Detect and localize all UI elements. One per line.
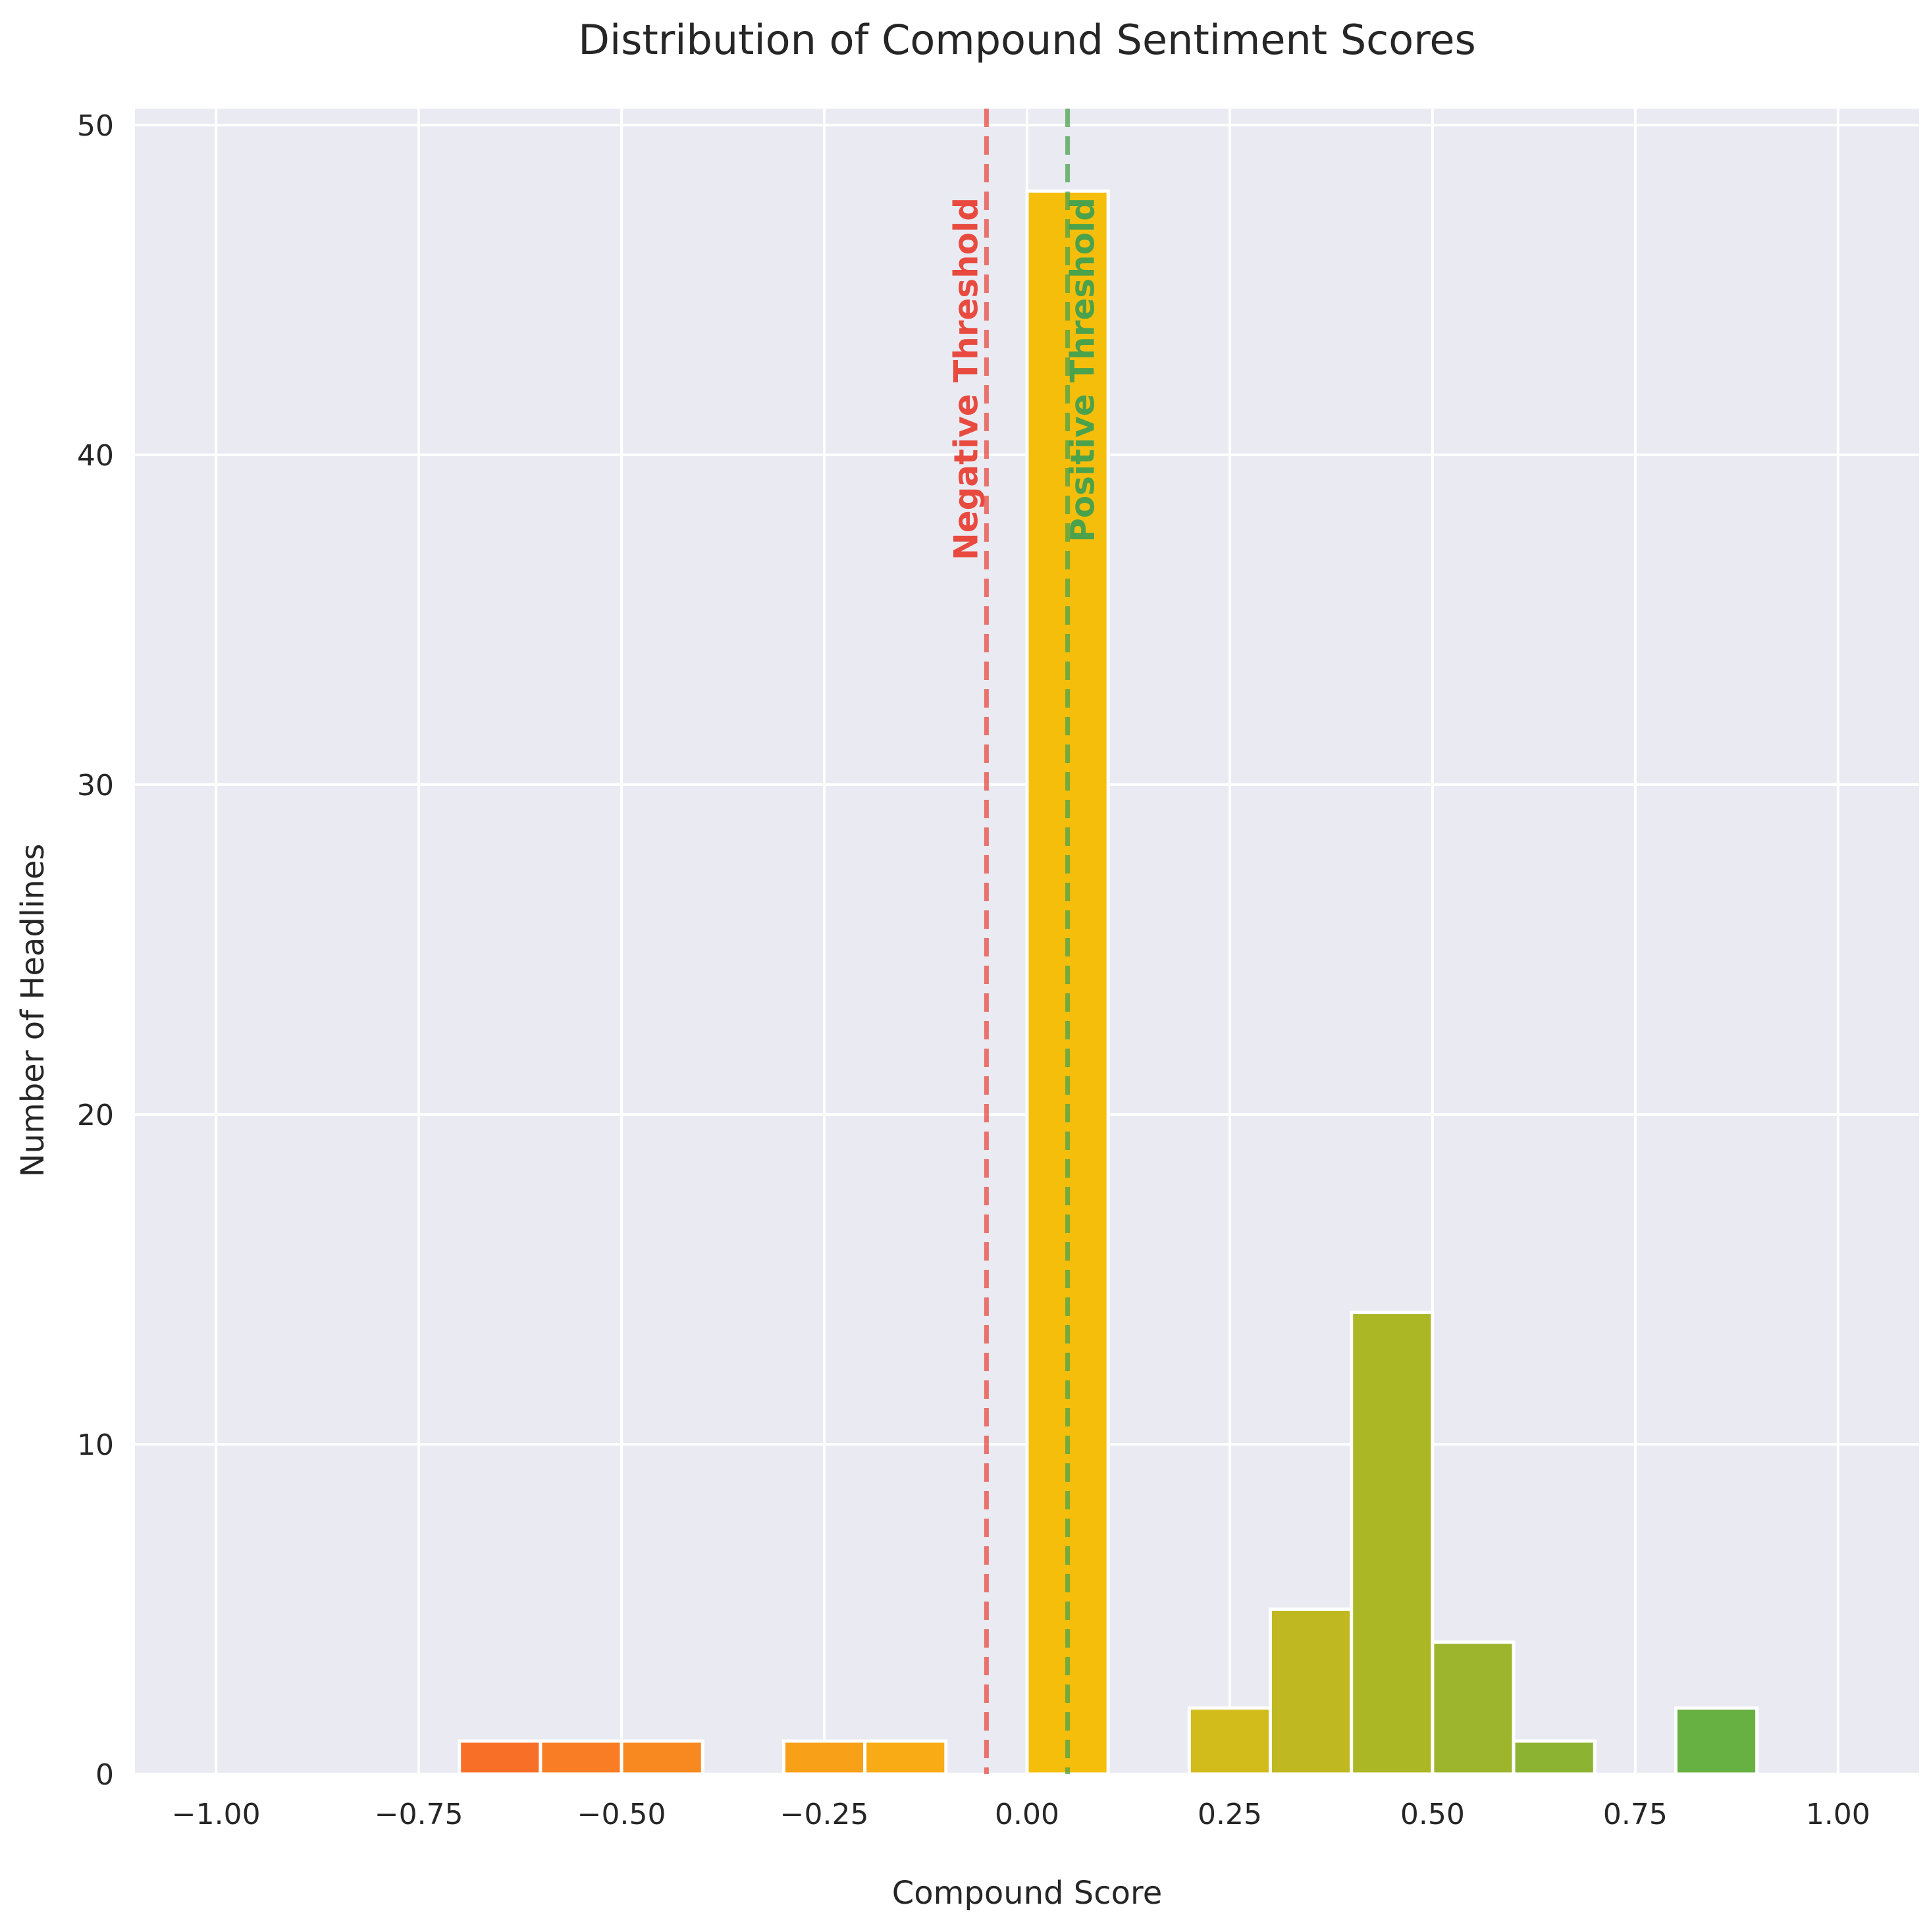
y-tick-label: 50 [77,109,114,143]
x-tick-label: 1.00 [1806,1798,1870,1831]
x-tick-label: −0.75 [375,1798,463,1831]
histogram-bar [1350,1311,1435,1776]
histogram-bar [1187,1706,1273,1776]
x-tick-label: 0.50 [1400,1798,1465,1831]
y-tick-label: 20 [77,1099,114,1132]
x-tick-label: −1.00 [172,1798,261,1831]
y-tick-label: 0 [95,1758,114,1792]
histogram-bar [539,1739,623,1776]
x-tick-label: 0.00 [995,1798,1059,1831]
x-tick-label: 0.75 [1603,1798,1668,1831]
tick-labels: −1.00 −0.75 −0.50 −0.25 0.00 0.25 0.50 0.75 1.00… [77,109,1870,1831]
negative-threshold-label: Negative Threshold [947,197,985,560]
histogram-bar [1674,1706,1759,1776]
y-tick-label: 30 [77,769,114,802]
x-tick-label: −0.25 [780,1798,869,1831]
y-tick-label: 40 [77,439,114,473]
y-tick-label: 10 [77,1428,114,1462]
thresholds: Negative Threshold Positive Threshold [947,109,1102,1774]
histogram-bar [863,1739,948,1776]
positive-threshold-label: Positive Threshold [1064,197,1102,542]
y-axis-label: Number of Headlines [14,844,51,1178]
x-tick-label: −0.50 [577,1798,666,1831]
x-axis-label: Compound Score [892,1875,1162,1912]
histogram-bar [1512,1739,1597,1776]
histogram-bar [620,1739,704,1776]
histogram-bar [1269,1607,1354,1776]
x-tick-label: 0.25 [1198,1798,1262,1831]
histogram-bar [458,1739,542,1776]
chart-title: Distribution of Compound Sentiment Score… [578,16,1476,64]
histogram-bar [1431,1640,1516,1776]
histogram-bar [781,1739,867,1776]
